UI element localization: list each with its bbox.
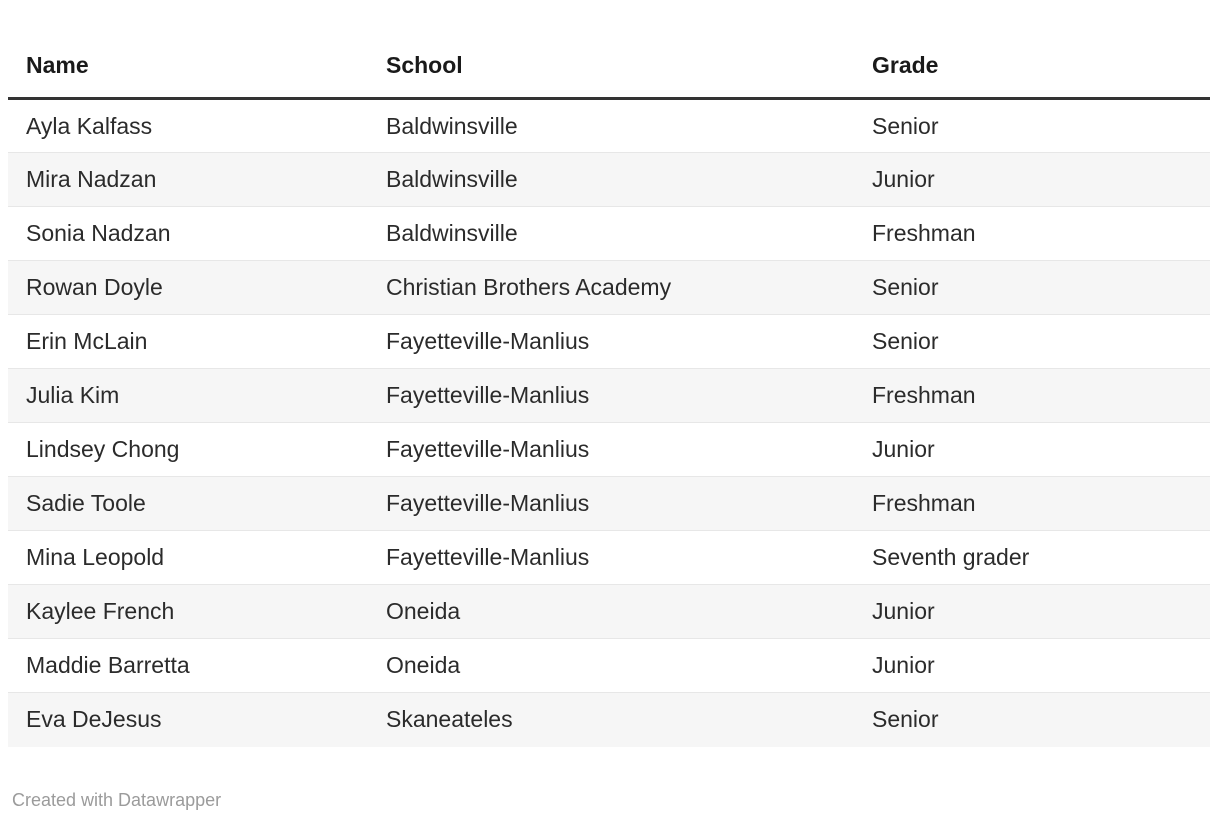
table-cell: Mina Leopold <box>8 530 368 585</box>
table-cell: Erin McLain <box>8 314 368 369</box>
table-cell: Fayetteville-Manlius <box>368 314 854 369</box>
table-cell: Fayetteville-Manlius <box>368 422 854 477</box>
table-body: Ayla Kalfass Baldwinsville Senior Mira Nadz… <box>8 98 1210 747</box>
table-cell: Oneida <box>368 638 854 693</box>
table-cell: Senior <box>854 314 1210 369</box>
table-cell: Lindsey Chong <box>8 422 368 477</box>
table-cell: Baldwinsville <box>368 98 854 153</box>
table-cell: Kaylee French <box>8 584 368 639</box>
table-row: Maddie Barretta Oneida Junior <box>8 638 1210 693</box>
table-cell: Baldwinsville <box>368 152 854 207</box>
table-row: Kaylee French Oneida Junior <box>8 584 1210 639</box>
table-row: Sadie Toole Fayetteville-Manlius Freshman <box>8 476 1210 531</box>
table-row: Mira Nadzan Baldwinsville Junior <box>8 152 1210 207</box>
table-cell: Fayetteville-Manlius <box>368 476 854 531</box>
column-header-school: School <box>368 33 854 100</box>
table-row: Rowan Doyle Christian Brothers Academy Sen… <box>8 260 1210 315</box>
table-cell: Junior <box>854 584 1210 639</box>
table-cell: Sadie Toole <box>8 476 368 531</box>
table-row: Julia Kim Fayetteville-Manlius Freshman <box>8 368 1210 423</box>
table-container: Name School Grade Ayla Kalfass Baldwinsvi… <box>8 0 1210 811</box>
table-cell: Senior <box>854 98 1210 153</box>
table-row: Eva DeJesus Skaneateles Senior <box>8 692 1210 747</box>
table-cell: Baldwinsville <box>368 206 854 261</box>
table-cell: Sonia Nadzan <box>8 206 368 261</box>
table-cell: Junior <box>854 152 1210 207</box>
table-cell: Fayetteville-Manlius <box>368 530 854 585</box>
table-cell: Seventh grader <box>854 530 1210 585</box>
table-cell: Senior <box>854 692 1210 747</box>
column-header-grade: Grade <box>854 33 1210 100</box>
table-cell: Junior <box>854 638 1210 693</box>
header-row: Name School Grade <box>8 33 1210 100</box>
table-cell: Eva DeJesus <box>8 692 368 747</box>
attribution-link[interactable]: Created with Datawrapper <box>12 789 222 810</box>
table-cell: Christian Brothers Academy <box>368 260 854 315</box>
table-header: Name School Grade <box>8 33 1210 100</box>
table-cell: Ayla Kalfass <box>8 98 368 153</box>
table-row: Lindsey Chong Fayetteville-Manlius Junior <box>8 422 1210 477</box>
table-cell: Maddie Barretta <box>8 638 368 693</box>
table-cell: Junior <box>854 422 1210 477</box>
table-cell: Freshman <box>854 476 1210 531</box>
table-cell: Freshman <box>854 206 1210 261</box>
table-cell: Julia Kim <box>8 368 368 423</box>
table-cell: Senior <box>854 260 1210 315</box>
column-header-name: Name <box>8 33 368 100</box>
table-cell: Fayetteville-Manlius <box>368 368 854 423</box>
data-table: Name School Grade Ayla Kalfass Baldwinsvi… <box>8 33 1210 747</box>
table-row: Erin McLain Fayetteville-Manlius Senior <box>8 314 1210 369</box>
table-row: Mina Leopold Fayetteville-Manlius Seventh … <box>8 530 1210 585</box>
table-cell: Mira Nadzan <box>8 152 368 207</box>
table-cell: Skaneateles <box>368 692 854 747</box>
table-cell: Freshman <box>854 368 1210 423</box>
table-row: Ayla Kalfass Baldwinsville Senior <box>8 98 1210 153</box>
table-row: Sonia Nadzan Baldwinsville Freshman <box>8 206 1210 261</box>
table-cell: Oneida <box>368 584 854 639</box>
table-cell: Rowan Doyle <box>8 260 368 315</box>
